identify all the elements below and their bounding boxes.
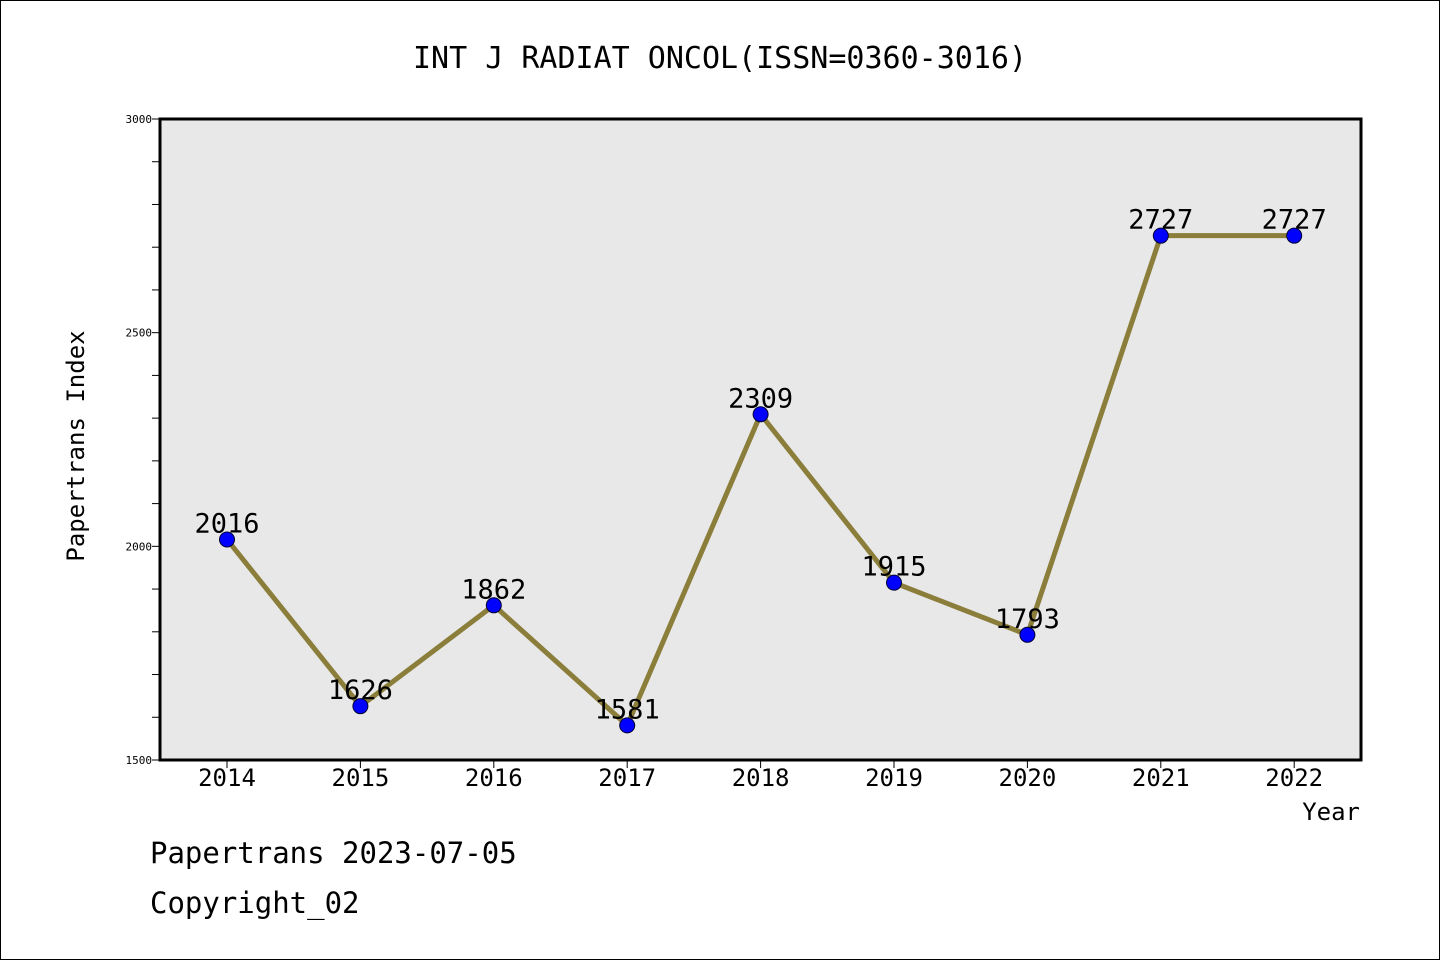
- x-tick-label: 2019: [865, 764, 923, 792]
- data-value-label: 1793: [995, 604, 1060, 635]
- y-axis-label: Papertrans Index: [62, 330, 90, 561]
- x-tick-label: 2014: [198, 764, 256, 792]
- data-value-label: 2016: [194, 508, 259, 539]
- y-tick-label: 1500: [126, 754, 153, 767]
- data-value-label: 2727: [1128, 205, 1193, 236]
- data-value-label: 2727: [1262, 205, 1327, 236]
- x-tick-label: 2018: [732, 764, 790, 792]
- plot-area: [158, 117, 1363, 762]
- data-point-marker: [619, 717, 636, 734]
- data-point-marker: [485, 597, 502, 614]
- data-point-marker: [352, 698, 369, 715]
- footer-copyright-text: Copyright_02: [150, 886, 360, 921]
- chart-title: INT J RADIAT ONCOL(ISSN=0360-3016): [413, 41, 1027, 76]
- footer-date-text: Papertrans 2023-07-05: [150, 836, 517, 870]
- x-tick-label: 2020: [999, 764, 1057, 792]
- x-tick-label: 2021: [1132, 764, 1190, 792]
- data-point-marker: [752, 406, 769, 423]
- data-value-label: 1862: [461, 574, 526, 605]
- data-point-marker: [1019, 626, 1036, 643]
- data-point-marker: [219, 531, 235, 548]
- x-tick-label: 2022: [1265, 764, 1323, 792]
- data-value-label: 2309: [728, 383, 793, 414]
- x-axis-label: Year: [1302, 798, 1360, 826]
- data-point-marker: [886, 574, 902, 591]
- data-value-label: 1915: [861, 552, 926, 583]
- data-labels: 2016 1626 1862 1581 2309 1915 1793 2727 2727: [194, 205, 1326, 726]
- data-value-label: 1581: [595, 694, 660, 725]
- y-tick-label: 3000: [126, 113, 153, 126]
- data-point-marker: [1152, 227, 1169, 244]
- x-axis-ticks: 2014 2015 2016 2017 2018 2019 2020 2021 2022: [198, 760, 1323, 792]
- data-markers: [219, 227, 1303, 734]
- y-tick-label: 2000: [126, 540, 153, 553]
- data-point-marker: [1286, 227, 1303, 244]
- data-value-label: 1626: [328, 675, 393, 706]
- y-tick-label: 2500: [126, 327, 153, 340]
- x-tick-label: 2017: [598, 764, 656, 792]
- x-tick-label: 2015: [332, 764, 390, 792]
- y-axis-ticks: 1500 2000 2500 3000: [126, 113, 160, 767]
- x-tick-label: 2016: [465, 764, 523, 792]
